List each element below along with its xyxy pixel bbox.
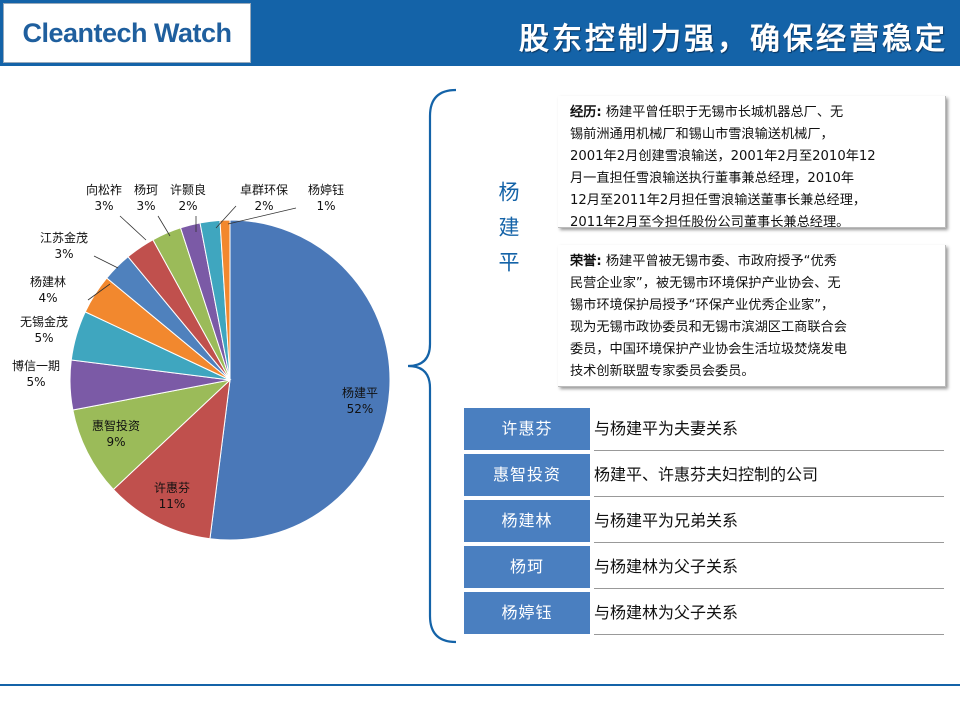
experience-line: 2011年2月至今担任股份公司董事长兼总经理。 xyxy=(570,215,850,230)
pie-slice-name: 向松祚 xyxy=(86,182,122,197)
pie-slice-name: 杨婷钰 xyxy=(308,182,344,197)
pie-slice-value: 2% xyxy=(178,199,197,213)
experience-line: 杨建平曾任职于无锡市长城机器总厂、无 xyxy=(605,105,844,120)
relation-row: 杨婷钰 与杨建林为父子关系 xyxy=(462,592,946,635)
experience-line: 12月至2011年2月担任雪浪输送董事长兼总经理， xyxy=(570,193,867,208)
relation-name: 惠智投资 xyxy=(464,454,590,496)
honors-line: 锡市环境保护局授予“环保产业优秀企业家”， xyxy=(570,298,835,313)
relation-name: 许惠芬 xyxy=(464,408,590,450)
pie-slice-name: 惠智投资 xyxy=(92,418,140,433)
pie-leader-line xyxy=(215,205,237,229)
curly-brace xyxy=(407,88,457,644)
experience-label: 经历: xyxy=(570,105,602,120)
relation-text: 与杨建林为父子关系 xyxy=(594,592,944,635)
pie-slice-value: 4% xyxy=(38,291,57,305)
person-name: 杨建平 xyxy=(496,180,520,286)
experience-box: 经历: 杨建平曾任职于无锡市长城机器总厂、无 锡前洲通用机械厂和锡山市雪浪输送机… xyxy=(558,96,946,230)
pie-leader-line xyxy=(87,283,111,301)
pie-slice-value: 3% xyxy=(136,199,155,213)
pie-slice-value: 9% xyxy=(106,435,125,449)
relation-text: 杨建平、许惠芬夫妇控制的公司 xyxy=(594,454,944,497)
honors-box: 荣誉: 杨建平曾被无锡市委、市政府授予“优秀 民营企业家”，被无锡市环境保护产业… xyxy=(558,245,946,387)
relation-name: 杨建林 xyxy=(464,500,590,542)
relation-name: 杨婷钰 xyxy=(464,592,590,634)
relation-name: 杨珂 xyxy=(464,546,590,588)
slide-title: 股东控制力强，确保经营稳定 xyxy=(519,22,948,57)
pie-slice xyxy=(209,219,391,541)
pie-slice-name: 许惠芬 xyxy=(154,481,190,495)
honors-line: 技术创新联盟专家委员会委员。 xyxy=(570,364,755,379)
footer-divider xyxy=(0,684,960,686)
honors-line: 杨建平曾被无锡市委、市政府授予“优秀 xyxy=(605,254,837,269)
pie-slice-name: 杨建平 xyxy=(342,385,378,400)
pie-slice-value: 3% xyxy=(54,247,73,261)
relation-row: 杨建林 与杨建平为兄弟关系 xyxy=(462,500,946,543)
relation-row: 许惠芬 与杨建平为夫妻关系 xyxy=(462,408,946,451)
pie-slice-value: 5% xyxy=(26,375,45,389)
honors-label: 荣誉: xyxy=(570,254,602,269)
pie-slice-value: 2% xyxy=(254,199,273,213)
pie-slice-value: 52% xyxy=(347,402,374,416)
experience-line: 锡前洲通用机械厂和锡山市雪浪输送机械厂， xyxy=(570,127,834,142)
relation-text: 与杨建平为夫妻关系 xyxy=(594,408,944,451)
honors-line: 民营企业家”，被无锡市环境保护产业协会、无 xyxy=(570,276,841,291)
pie-slice-name: 许颢良 xyxy=(170,182,206,197)
honors-text: 荣誉: 杨建平曾被无锡市委、市政府授予“优秀 民营企业家”，被无锡市环境保护产业… xyxy=(570,251,939,383)
pie-leader-line xyxy=(119,215,147,241)
pie-slice-name: 杨建林 xyxy=(30,274,66,289)
experience-line: 月一直担任雪浪输送执行董事兼总经理，2010年 xyxy=(570,171,855,186)
person-name-panel: 杨建平 xyxy=(460,90,556,376)
experience-line: 2001年2月创建雪浪输送，2001年2月至2010年12 xyxy=(570,149,876,164)
pie-leader-line xyxy=(157,215,171,237)
shareholder-pie-chart: 杨建平 52% 许惠芬 11% 惠智投资 9% 博信一期 5% 无锡金茂 5% 杨建林 4% 江苏金茂 3… xyxy=(12,182,391,541)
pie-slice-name: 卓群环保 xyxy=(240,183,288,197)
logo-box: Cleantech Watch xyxy=(3,3,251,63)
relation-text: 与杨建平为兄弟关系 xyxy=(594,500,944,543)
pie-slice xyxy=(112,378,231,540)
pie-slice-value: 5% xyxy=(34,331,53,345)
relation-row: 惠智投资 杨建平、许惠芬夫妇控制的公司 xyxy=(462,454,946,497)
relation-text: 与杨建林为父子关系 xyxy=(594,546,944,589)
pie-slice-value: 11% xyxy=(159,497,186,511)
pie-slice-value: 1% xyxy=(316,199,335,213)
honors-line: 现为无锡市政协委员和无锡市滨湖区工商联合会 xyxy=(570,320,847,335)
pie-slice xyxy=(219,219,231,381)
honors-line: 委员，中国环境保护产业协会生活垃圾焚烧发电 xyxy=(570,342,847,357)
pie-leader-line xyxy=(93,255,119,269)
header-bar: Cleantech Watch 股东控制力强，确保经营稳定 xyxy=(0,0,960,66)
pie-leader-line xyxy=(227,207,297,225)
pie-slice-name: 杨珂 xyxy=(134,182,158,197)
relation-row: 杨珂 与杨建林为父子关系 xyxy=(462,546,946,589)
pie-slice xyxy=(72,379,232,491)
pie-slice-name: 江苏金茂 xyxy=(40,230,88,245)
pie-slice-name: 无锡金茂 xyxy=(20,314,68,329)
experience-text: 经历: 杨建平曾任职于无锡市长城机器总厂、无 锡前洲通用机械厂和锡山市雪浪输送机… xyxy=(570,102,939,234)
logo-text: Cleantech Watch xyxy=(22,18,232,48)
pie-slice-name: 博信一期 xyxy=(12,358,60,373)
pie-slice-value: 3% xyxy=(94,199,113,213)
